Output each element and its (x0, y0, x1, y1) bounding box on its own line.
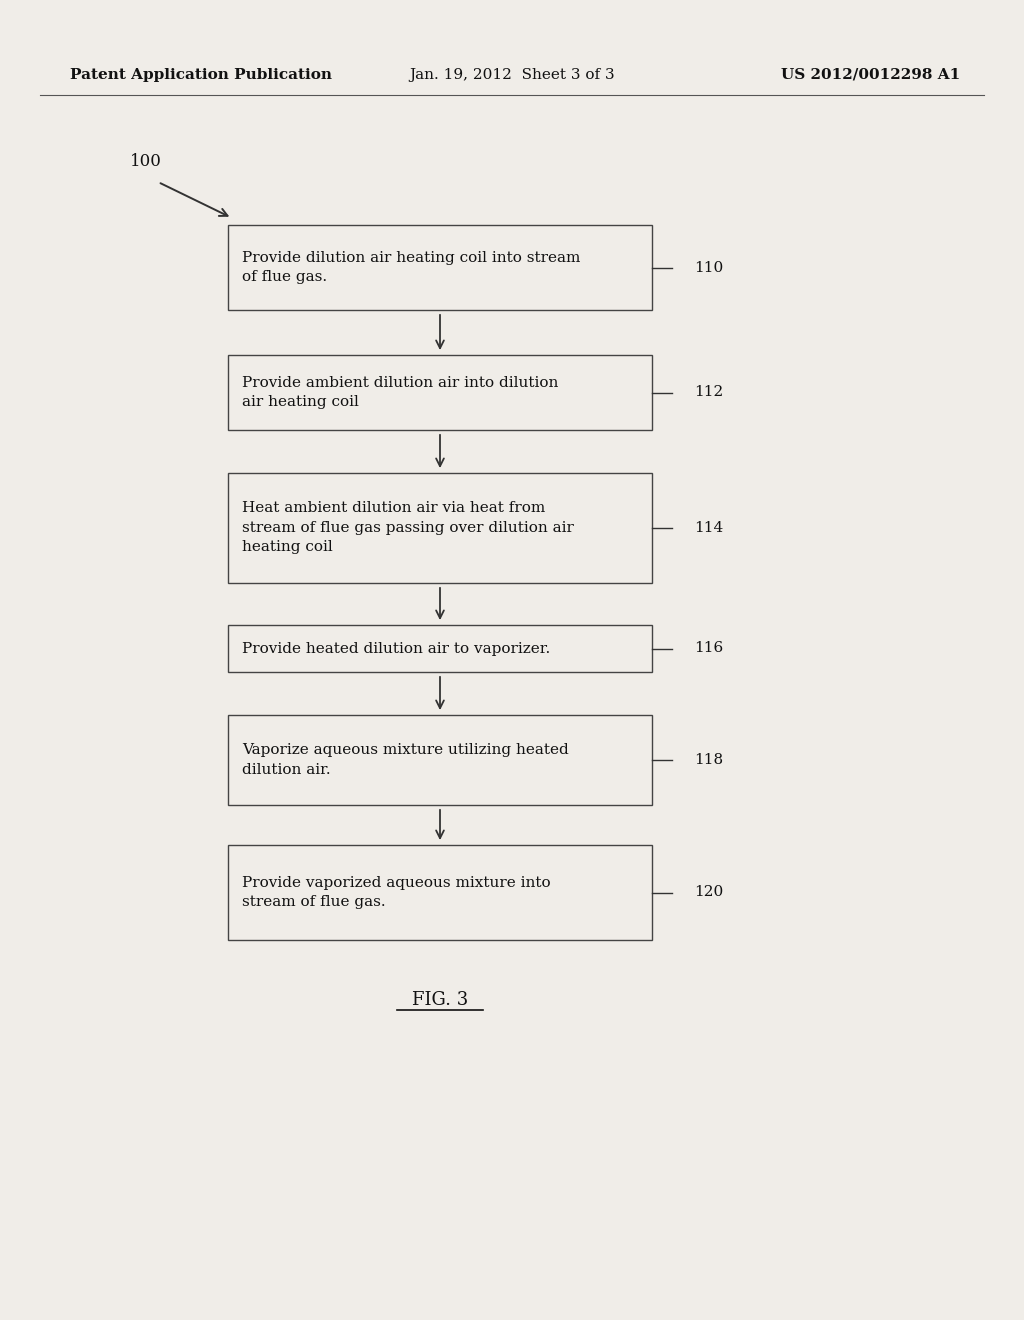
Text: 100: 100 (130, 153, 162, 170)
Text: 110: 110 (694, 260, 723, 275)
Text: US 2012/0012298 A1: US 2012/0012298 A1 (780, 69, 961, 82)
Text: FIG. 3: FIG. 3 (412, 991, 468, 1008)
Text: 114: 114 (694, 521, 723, 535)
Text: Provide heated dilution air to vaporizer.: Provide heated dilution air to vaporizer… (242, 642, 550, 656)
Text: Provide dilution air heating coil into stream
of flue gas.: Provide dilution air heating coil into s… (242, 251, 581, 284)
Text: Patent Application Publication: Patent Application Publication (70, 69, 332, 82)
Text: Heat ambient dilution air via heat from
stream of flue gas passing over dilution: Heat ambient dilution air via heat from … (242, 502, 573, 554)
Text: 118: 118 (694, 752, 723, 767)
Text: Jan. 19, 2012  Sheet 3 of 3: Jan. 19, 2012 Sheet 3 of 3 (410, 69, 614, 82)
Bar (228, 845, 652, 940)
Text: 112: 112 (694, 385, 723, 400)
Bar (228, 715, 652, 805)
Text: 116: 116 (694, 642, 723, 656)
Bar (228, 355, 652, 430)
Bar (228, 224, 652, 310)
Bar (228, 473, 652, 583)
Text: Provide ambient dilution air into dilution
air heating coil: Provide ambient dilution air into diluti… (242, 376, 558, 409)
Text: Provide vaporized aqueous mixture into
stream of flue gas.: Provide vaporized aqueous mixture into s… (242, 875, 551, 909)
Text: Vaporize aqueous mixture utilizing heated
dilution air.: Vaporize aqueous mixture utilizing heate… (242, 743, 568, 776)
Text: 120: 120 (694, 886, 723, 899)
Bar (228, 624, 652, 672)
